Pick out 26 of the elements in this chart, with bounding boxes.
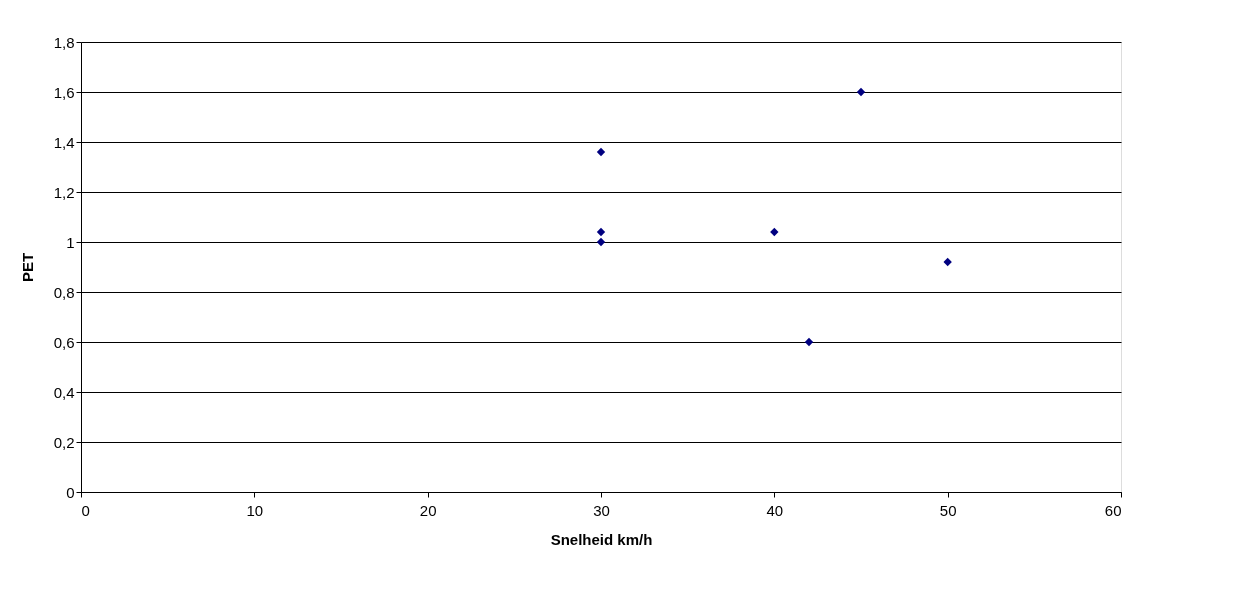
- x-tick-label: 60: [1104, 501, 1122, 519]
- x-tick-label: 0: [81, 501, 90, 519]
- y-tick-label: 0,4: [53, 383, 75, 401]
- x-tick-label: 40: [766, 501, 784, 519]
- y-tick-label: 0,6: [53, 333, 75, 351]
- point: [943, 257, 952, 267]
- x-tick-label: 50: [939, 501, 957, 519]
- y-tick-label: 1,6: [53, 83, 75, 101]
- x-tick-label: 30: [593, 501, 610, 519]
- point: [804, 337, 814, 347]
- y-axis-title: PET: [18, 252, 36, 283]
- point: [770, 227, 779, 237]
- point: [856, 87, 866, 97]
- point: [596, 237, 606, 247]
- y-tick-label: 0,8: [53, 283, 75, 301]
- x-tick-label: 10: [246, 501, 264, 519]
- y-tick-label: 1,4: [53, 133, 75, 151]
- y-tick-label: 0,2: [53, 433, 75, 451]
- y-tick-label: 0: [66, 483, 75, 501]
- x-tick-label: 20: [419, 501, 437, 519]
- x-axis-title: Snelheid km/h: [550, 530, 653, 548]
- y-tick-label: 1: [66, 233, 75, 251]
- y-tick-label: 1,8: [53, 33, 75, 51]
- point: [596, 227, 606, 237]
- y-tick-label: 1,2: [53, 183, 75, 201]
- point: [596, 147, 606, 157]
